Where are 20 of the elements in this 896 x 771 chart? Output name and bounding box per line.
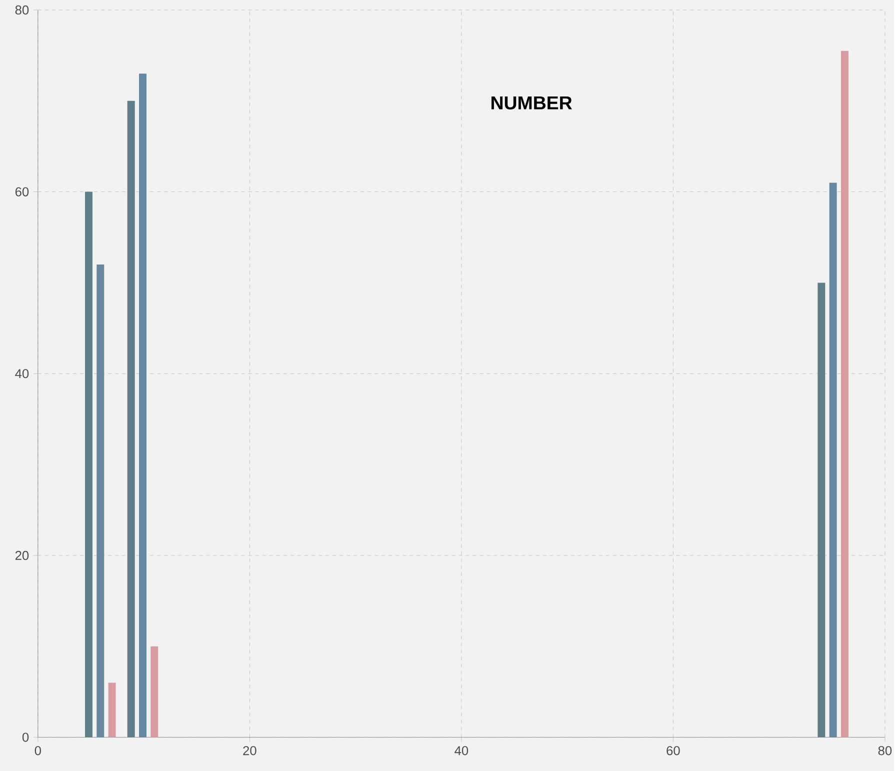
y-tick-label: 60 [15,187,29,196]
bar [840,50,848,738]
bar [139,74,146,738]
bar [108,682,116,738]
y-tick-label: 40 [15,368,29,378]
y-tick-label: 0 [22,732,29,742]
bar [829,182,837,738]
x-tick-label: 40 [454,746,468,756]
bar [96,264,104,738]
x-tick-label: 80 [878,746,892,756]
x-tick-label: 60 [666,746,680,756]
x-tick-label: 0 [34,746,41,756]
bar [85,192,92,738]
bar [127,100,135,738]
y-tick-label: 80 [15,5,29,14]
bar [818,282,826,738]
y-tick-label: 20 [15,550,29,560]
text: NUMBER [492,96,572,110]
x-tick-label: 20 [243,746,256,756]
bar [150,646,158,738]
